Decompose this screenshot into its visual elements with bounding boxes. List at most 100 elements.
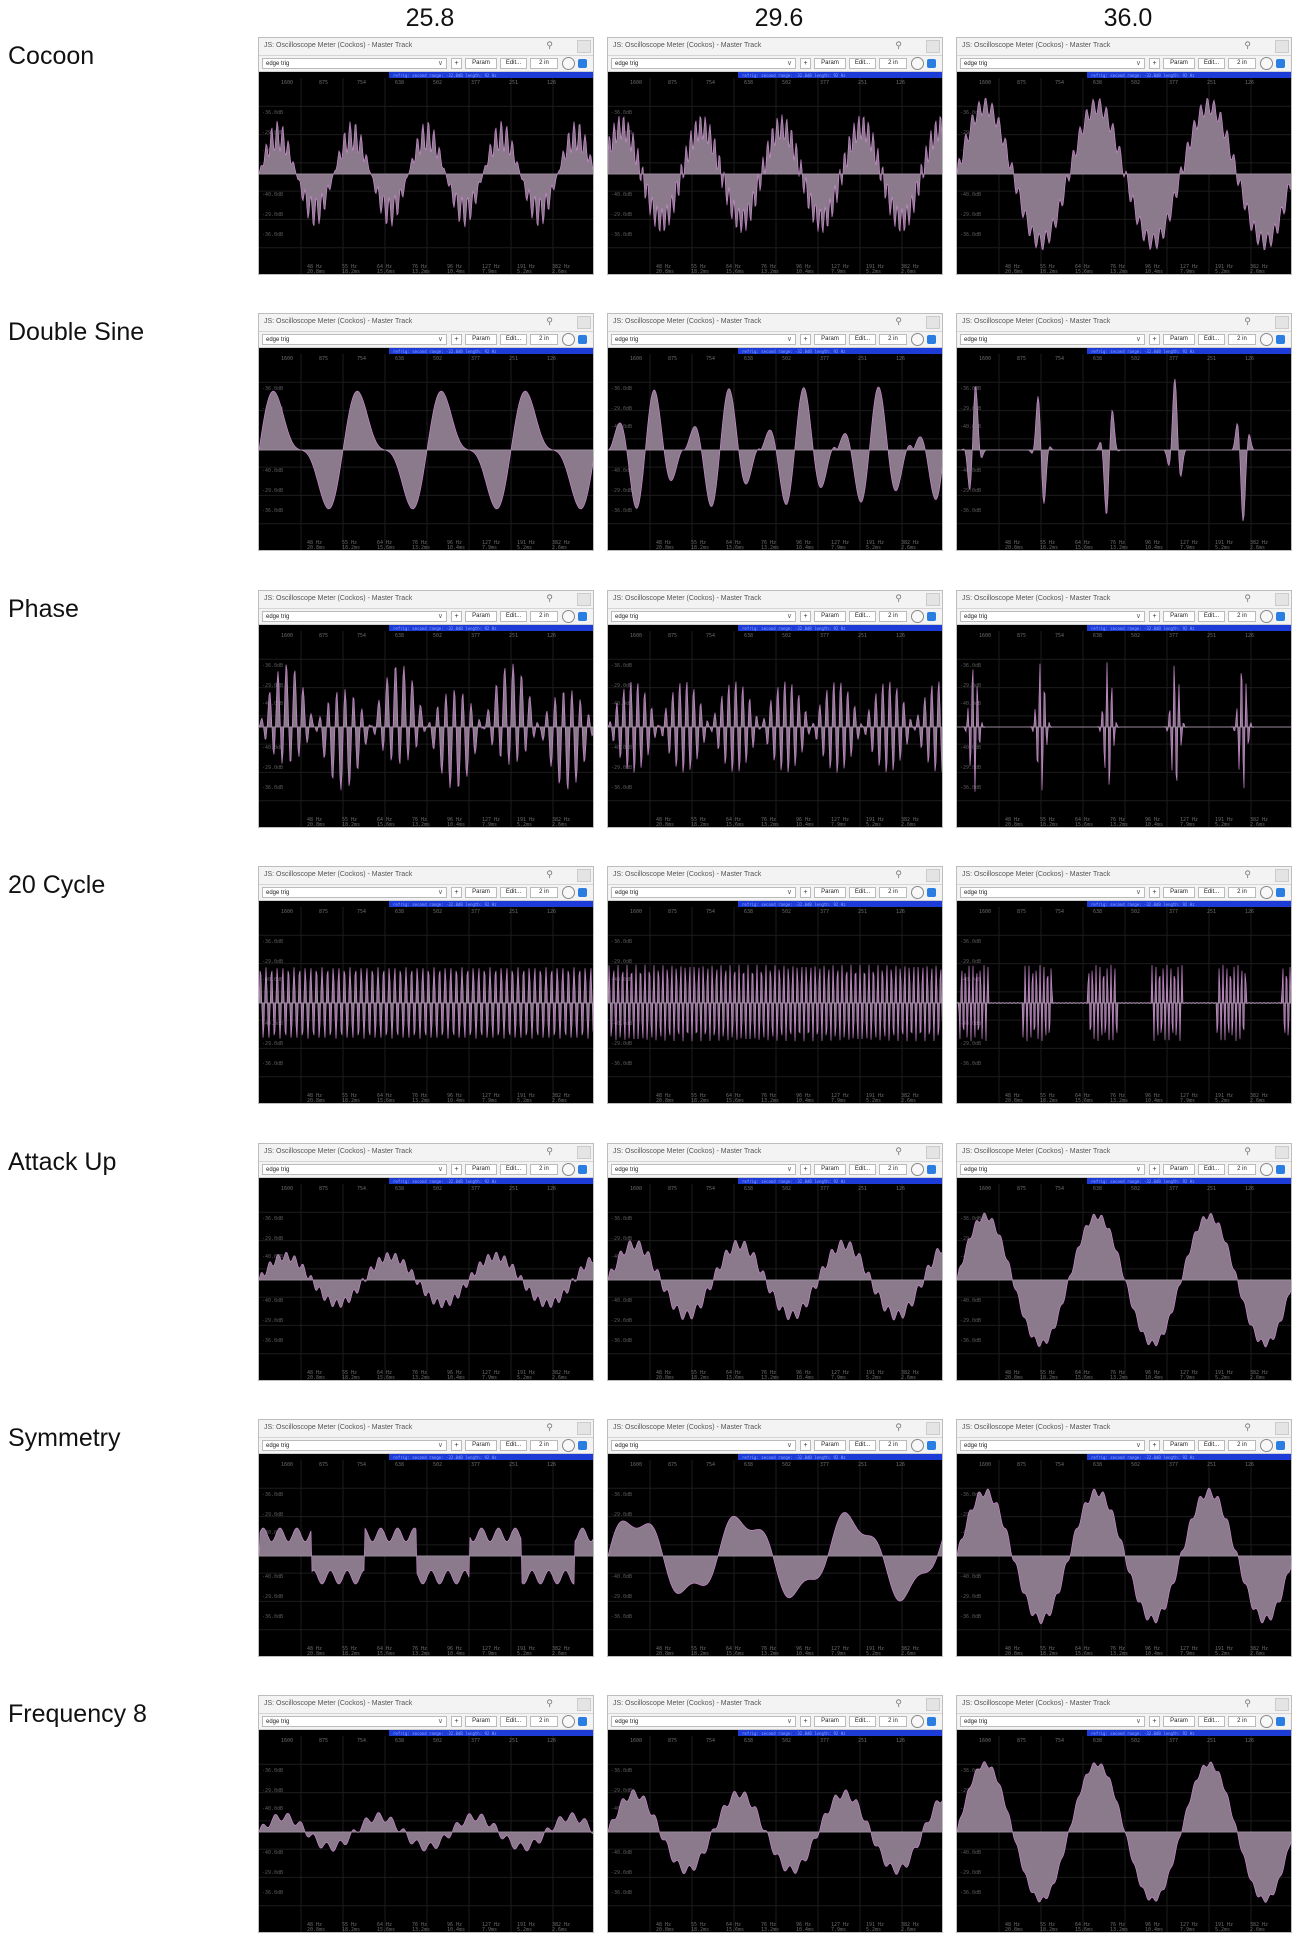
bypass-checkbox[interactable] [927,335,936,344]
io-button[interactable]: 2 in [1228,334,1256,345]
window-titlebar[interactable]: JS: Oscilloscope Meter (Cockos) - Master… [259,1144,593,1162]
wet-knob-icon[interactable] [562,1439,575,1452]
window-close-icon[interactable] [577,869,591,882]
edit-button[interactable]: Edit... [1198,334,1225,345]
window-titlebar[interactable]: JS: Oscilloscope Meter (Cockos) - Master… [957,867,1291,885]
window-close-icon[interactable] [1275,869,1289,882]
bypass-checkbox[interactable] [1276,1441,1285,1450]
add-preset-button[interactable]: + [451,887,462,898]
preset-dropdown[interactable]: edge trig ∨ [960,58,1145,69]
preset-dropdown[interactable]: edge trig ∨ [262,1164,447,1175]
window-titlebar[interactable]: JS: Oscilloscope Meter (Cockos) - Master… [957,314,1291,332]
bypass-checkbox[interactable] [927,1717,936,1726]
window-close-icon[interactable] [1275,316,1289,329]
add-preset-button[interactable]: + [800,611,811,622]
wet-knob-icon[interactable] [1260,57,1273,70]
add-preset-button[interactable]: + [1149,1164,1160,1175]
pin-icon[interactable]: ⚲ [895,593,902,603]
edit-button[interactable]: Edit... [1198,1164,1225,1175]
bypass-checkbox[interactable] [578,59,587,68]
window-close-icon[interactable] [926,1146,940,1159]
window-titlebar[interactable]: JS: Oscilloscope Meter (Cockos) - Master… [259,1696,593,1714]
preset-dropdown[interactable]: edge trig ∨ [262,334,447,345]
bypass-checkbox[interactable] [1276,612,1285,621]
bypass-checkbox[interactable] [1276,59,1285,68]
window-titlebar[interactable]: JS: Oscilloscope Meter (Cockos) - Master… [608,314,942,332]
window-titlebar[interactable]: JS: Oscilloscope Meter (Cockos) - Master… [259,38,593,56]
window-titlebar[interactable]: JS: Oscilloscope Meter (Cockos) - Master… [259,591,593,609]
io-button[interactable]: 2 in [530,1164,558,1175]
pin-icon[interactable]: ⚲ [1244,1146,1251,1156]
window-close-icon[interactable] [1275,1698,1289,1711]
io-button[interactable]: 2 in [530,1716,558,1727]
pin-icon[interactable]: ⚲ [895,316,902,326]
preset-dropdown[interactable]: edge trig ∨ [611,1164,796,1175]
window-close-icon[interactable] [577,40,591,53]
window-close-icon[interactable] [1275,1146,1289,1159]
param-button[interactable]: Param [465,1440,497,1451]
add-preset-button[interactable]: + [1149,334,1160,345]
io-button[interactable]: 2 in [530,611,558,622]
param-button[interactable]: Param [814,58,846,69]
bypass-checkbox[interactable] [927,888,936,897]
io-button[interactable]: 2 in [1228,611,1256,622]
edit-button[interactable]: Edit... [1198,58,1225,69]
window-titlebar[interactable]: JS: Oscilloscope Meter (Cockos) - Master… [608,1696,942,1714]
param-button[interactable]: Param [814,1440,846,1451]
bypass-checkbox[interactable] [927,1165,936,1174]
pin-icon[interactable]: ⚲ [895,1146,902,1156]
param-button[interactable]: Param [1163,334,1195,345]
preset-dropdown[interactable]: edge trig ∨ [611,611,796,622]
preset-dropdown[interactable]: edge trig ∨ [262,1716,447,1727]
param-button[interactable]: Param [465,1716,497,1727]
window-close-icon[interactable] [577,316,591,329]
param-button[interactable]: Param [1163,611,1195,622]
bypass-checkbox[interactable] [578,1441,587,1450]
pin-icon[interactable]: ⚲ [1244,593,1251,603]
wet-knob-icon[interactable] [911,1163,924,1176]
io-button[interactable]: 2 in [879,1716,907,1727]
param-button[interactable]: Param [814,611,846,622]
io-button[interactable]: 2 in [879,611,907,622]
window-close-icon[interactable] [1275,593,1289,606]
preset-dropdown[interactable]: edge trig ∨ [262,887,447,898]
bypass-checkbox[interactable] [1276,1717,1285,1726]
pin-icon[interactable]: ⚲ [546,869,553,879]
wet-knob-icon[interactable] [911,333,924,346]
io-button[interactable]: 2 in [1228,887,1256,898]
bypass-checkbox[interactable] [578,1165,587,1174]
preset-dropdown[interactable]: edge trig ∨ [262,1440,447,1451]
edit-button[interactable]: Edit... [500,1440,527,1451]
add-preset-button[interactable]: + [451,58,462,69]
param-button[interactable]: Param [465,611,497,622]
window-titlebar[interactable]: JS: Oscilloscope Meter (Cockos) - Master… [259,1420,593,1438]
wet-knob-icon[interactable] [562,1715,575,1728]
add-preset-button[interactable]: + [1149,1716,1160,1727]
bypass-checkbox[interactable] [578,1717,587,1726]
window-titlebar[interactable]: JS: Oscilloscope Meter (Cockos) - Master… [957,1144,1291,1162]
edit-button[interactable]: Edit... [500,887,527,898]
pin-icon[interactable]: ⚲ [895,40,902,50]
add-preset-button[interactable]: + [800,58,811,69]
window-titlebar[interactable]: JS: Oscilloscope Meter (Cockos) - Master… [957,1696,1291,1714]
window-close-icon[interactable] [1275,40,1289,53]
edit-button[interactable]: Edit... [500,611,527,622]
param-button[interactable]: Param [465,334,497,345]
pin-icon[interactable]: ⚲ [546,316,553,326]
io-button[interactable]: 2 in [1228,1716,1256,1727]
param-button[interactable]: Param [1163,1716,1195,1727]
wet-knob-icon[interactable] [911,1715,924,1728]
io-button[interactable]: 2 in [530,334,558,345]
edit-button[interactable]: Edit... [849,58,876,69]
window-close-icon[interactable] [1275,1422,1289,1435]
param-button[interactable]: Param [814,334,846,345]
io-button[interactable]: 2 in [879,1164,907,1175]
edit-button[interactable]: Edit... [500,1164,527,1175]
io-button[interactable]: 2 in [879,887,907,898]
pin-icon[interactable]: ⚲ [895,869,902,879]
window-titlebar[interactable]: JS: Oscilloscope Meter (Cockos) - Master… [608,38,942,56]
param-button[interactable]: Param [1163,58,1195,69]
edit-button[interactable]: Edit... [500,58,527,69]
io-button[interactable]: 2 in [530,1440,558,1451]
io-button[interactable]: 2 in [530,887,558,898]
